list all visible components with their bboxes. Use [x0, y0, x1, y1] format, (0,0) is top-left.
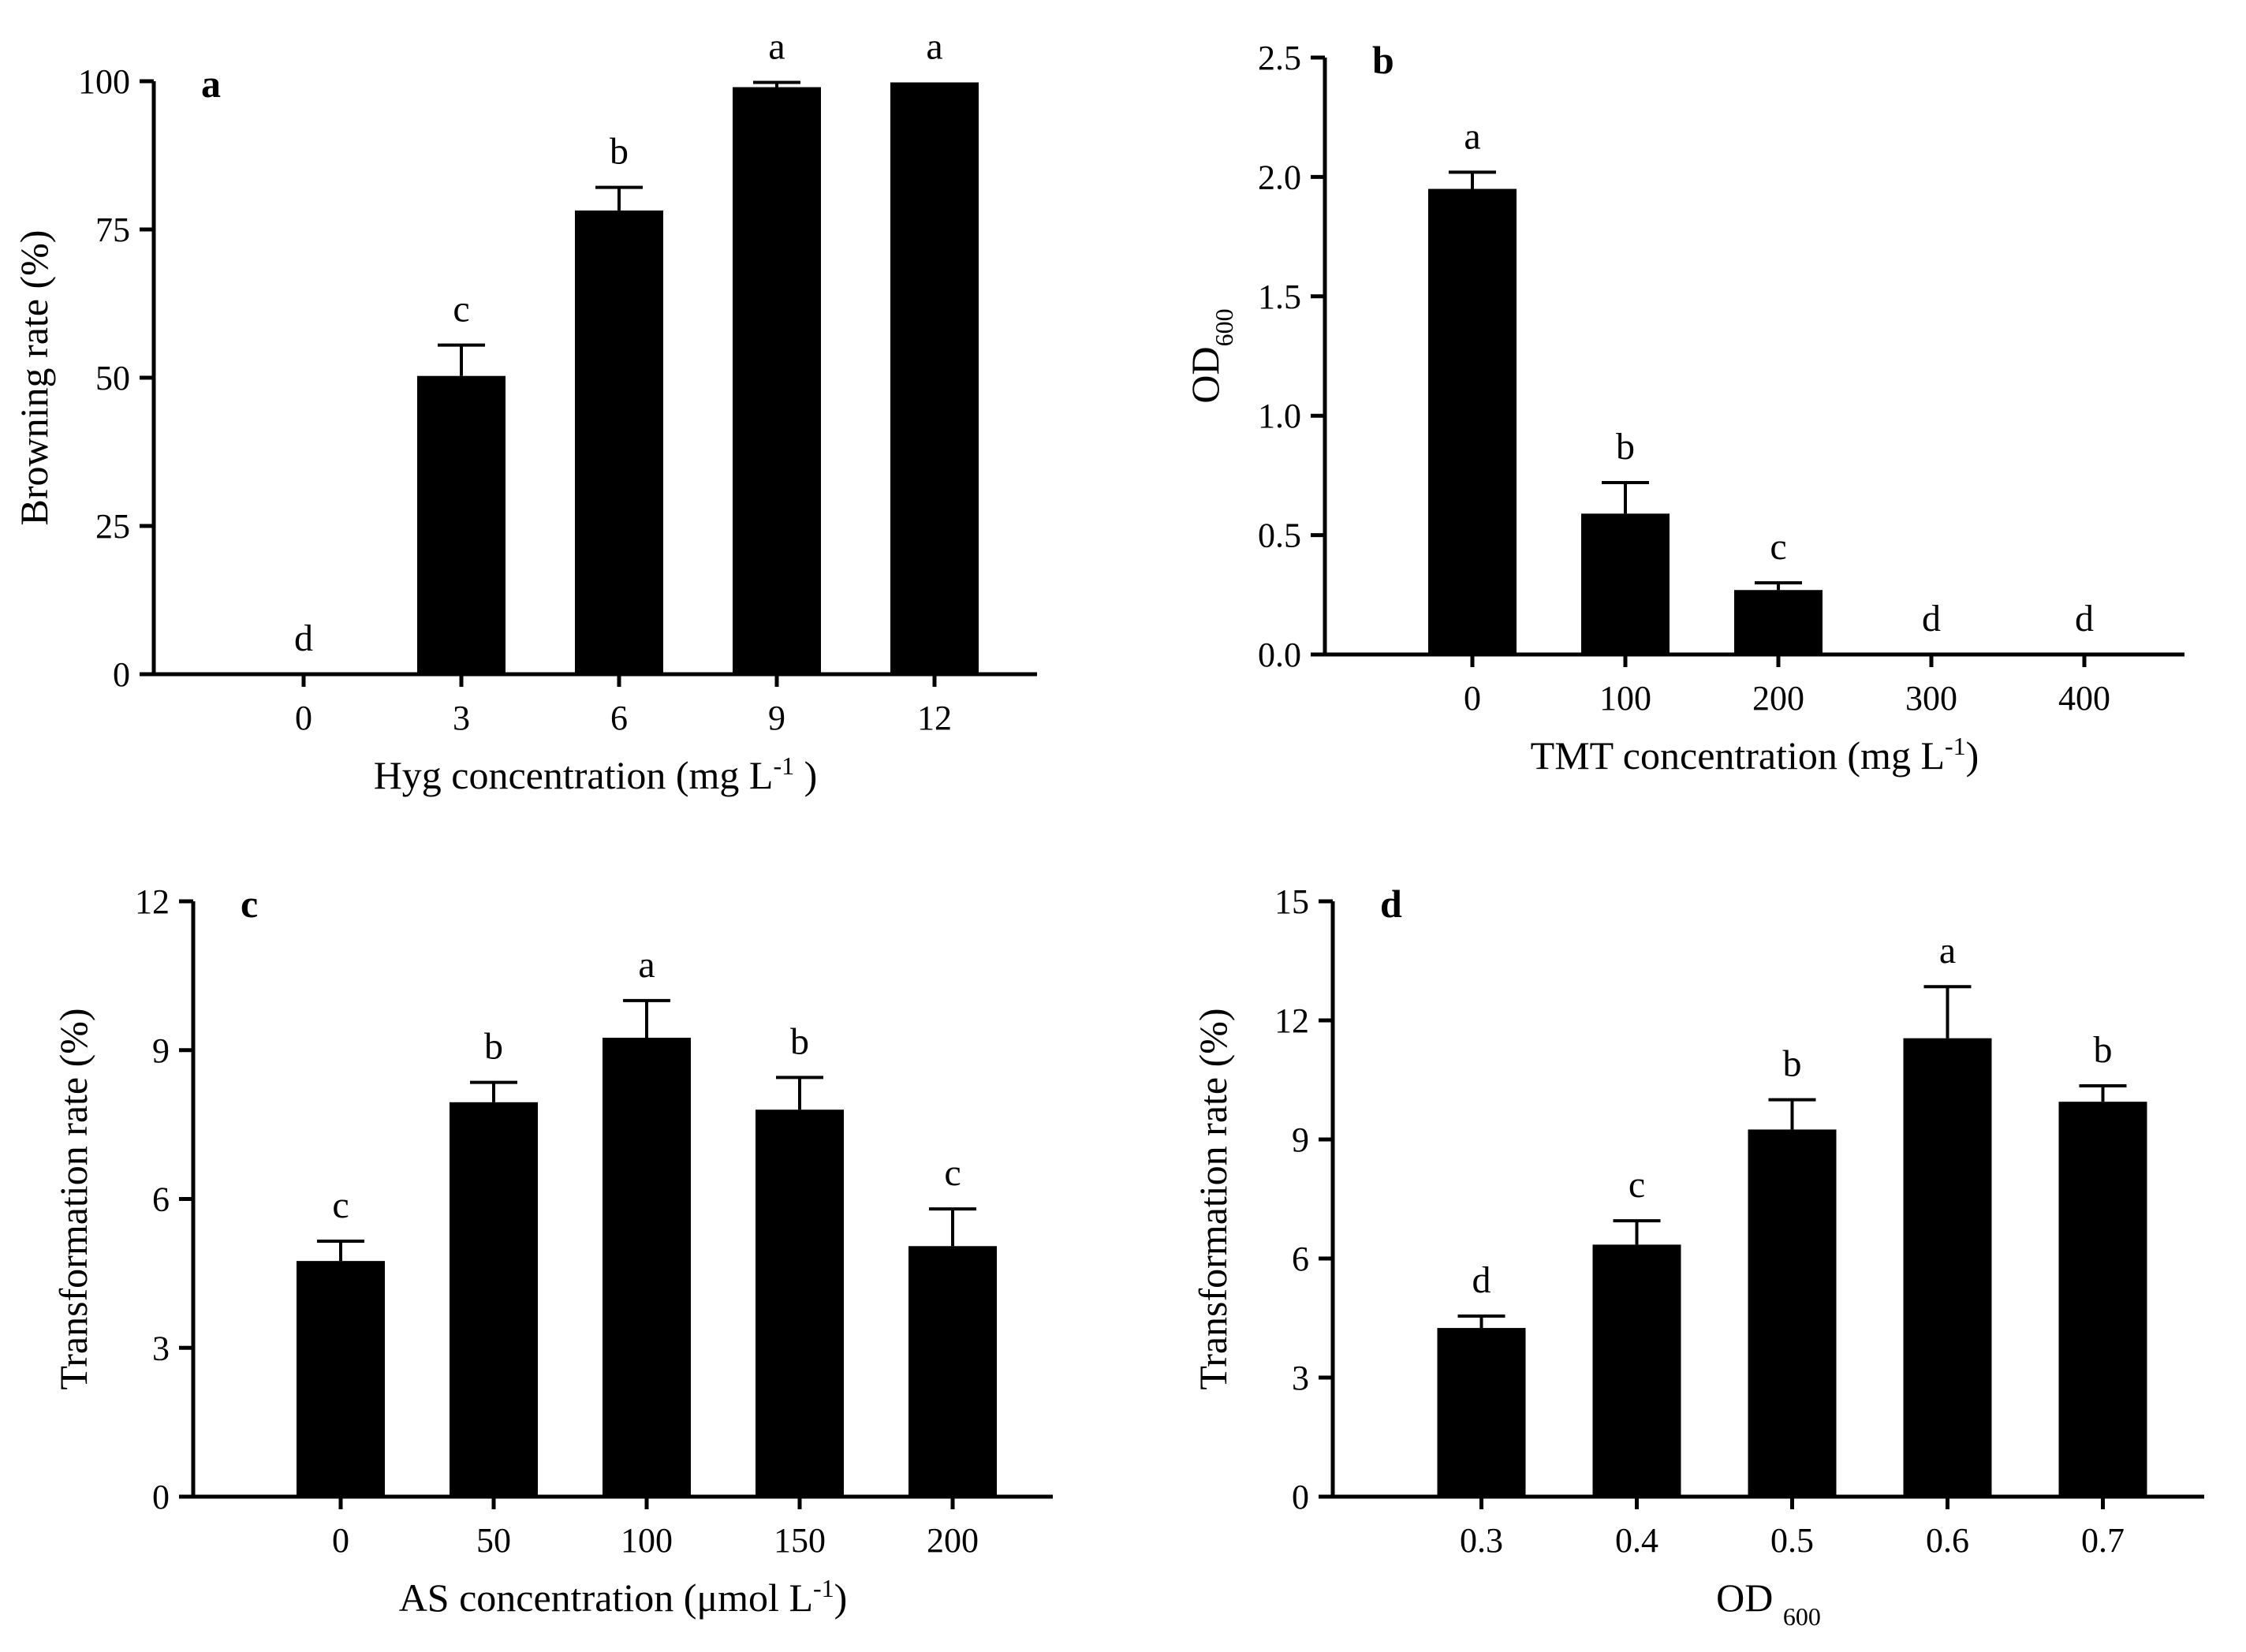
- x-tick-label: 100: [621, 1521, 673, 1560]
- bar: [733, 87, 821, 674]
- bar: [756, 1109, 844, 1497]
- y-tick-label: 3: [1292, 1359, 1309, 1397]
- bar: [908, 1246, 997, 1497]
- x-tick-label: 50: [476, 1521, 511, 1560]
- bar: [1437, 1328, 1526, 1497]
- panel-d: 0 3 6 9 12 15 d 0.3 c 0.4 b 0.5 a 0.6 b 0.7 d OD 600 Trans…: [1191, 882, 2204, 1631]
- y-tick-label: 0.5: [1258, 516, 1301, 555]
- y-axis-title: Transformation rate (%): [51, 1008, 95, 1389]
- bar: [1428, 188, 1517, 655]
- y-tick-label: 6: [1292, 1240, 1309, 1278]
- x-tick-label: 0.4: [1615, 1521, 1658, 1560]
- significance-letter: c: [1629, 1164, 1645, 1206]
- significance-letter: d: [2075, 598, 2094, 640]
- x-tick-label: 200: [927, 1521, 979, 1560]
- x-axis-title: Hyg concentration (mg L-1 ): [374, 751, 818, 797]
- significance-letter: c: [1770, 526, 1786, 568]
- bar: [297, 1261, 385, 1497]
- y-tick-label: 100: [78, 62, 130, 101]
- bar: [603, 1038, 691, 1497]
- significance-letter: a: [638, 944, 655, 986]
- significance-letter: a: [926, 26, 942, 68]
- significance-letter: a: [1464, 115, 1480, 157]
- x-axis-title: TMT concentration (mg L-1): [1531, 732, 1979, 778]
- x-tick-label: 0: [332, 1521, 349, 1560]
- x-tick-label: 400: [2058, 679, 2110, 718]
- y-tick-label: 0: [1292, 1478, 1309, 1516]
- x-tick-label: 0.6: [1926, 1521, 1969, 1560]
- x-tick-label: 0.5: [1770, 1521, 1814, 1560]
- significance-letter: b: [790, 1020, 809, 1062]
- x-tick-label: 100: [1599, 679, 1651, 718]
- y-tick-label: 0: [113, 655, 130, 694]
- significance-letter: c: [944, 1152, 961, 1194]
- y-tick-label: 9: [1292, 1121, 1309, 1159]
- significance-letter: a: [768, 26, 785, 68]
- bar: [1903, 1038, 1992, 1497]
- bar: [417, 375, 506, 674]
- panel-b: 0.0 0.5 1.0 1.5 2.0 2.5 a 0 b 100 c 200 d 300 d 400 b TMT…: [1183, 38, 2184, 778]
- y-tick-label: 12: [1274, 1001, 1309, 1040]
- significance-letter: b: [2094, 1029, 2113, 1071]
- x-tick-label: 0: [295, 699, 312, 737]
- y-tick-label: 3: [152, 1329, 170, 1367]
- x-tick-label: 12: [917, 699, 952, 737]
- significance-letter: b: [1783, 1043, 1802, 1085]
- significance-letter: c: [332, 1184, 349, 1226]
- y-tick-label: 6: [152, 1180, 170, 1219]
- x-tick-label: 150: [774, 1521, 826, 1560]
- y-tick-label: 15: [1274, 882, 1309, 921]
- y-tick-label: 1.5: [1258, 278, 1301, 316]
- y-tick-label: 2.5: [1258, 39, 1301, 77]
- x-tick-label: 200: [1752, 679, 1804, 718]
- y-axis-title: Transformation rate (%): [1191, 1008, 1235, 1389]
- y-tick-label: 75: [95, 211, 130, 249]
- x-tick-label: 6: [610, 699, 628, 737]
- x-tick-label: 0.7: [2081, 1521, 2125, 1560]
- significance-letter: d: [294, 617, 313, 659]
- bar: [890, 82, 979, 674]
- x-tick-label: 0: [1464, 679, 1481, 718]
- y-axis-title: Browning rate (%): [12, 230, 56, 526]
- bar: [450, 1102, 538, 1497]
- x-tick-label: 300: [1905, 679, 1957, 718]
- significance-letter: d: [1472, 1259, 1491, 1301]
- y-tick-label: 25: [95, 507, 130, 546]
- panel-label: a: [201, 62, 221, 106]
- y-axis-title: OD600: [1183, 308, 1238, 403]
- significance-letter: c: [453, 289, 469, 330]
- significance-letter: b: [1616, 426, 1635, 468]
- y-tick-label: 0.0: [1258, 636, 1301, 674]
- x-tick-label: 9: [768, 699, 785, 737]
- y-tick-label: 9: [152, 1031, 170, 1070]
- y-tick-label: 1.0: [1258, 397, 1301, 435]
- panel-label: d: [1380, 882, 1402, 926]
- x-tick-label: 3: [453, 699, 470, 737]
- y-tick-label: 50: [95, 359, 130, 397]
- x-tick-label: 0.3: [1460, 1521, 1503, 1560]
- panel-a: 0 25 50 75 100 d 0 c 3 b 6 a 9 a 12 a Hyg concentration …: [12, 26, 1037, 797]
- x-axis-title: OD 600: [1716, 1576, 1821, 1631]
- panel-label: c: [241, 882, 258, 926]
- bar: [575, 210, 663, 674]
- y-tick-label: 12: [135, 882, 170, 921]
- panel-c: 0 3 6 9 12 c 0 b 50 a 100 b 150 c 200 c AS concentration…: [51, 882, 1053, 1620]
- bar: [1748, 1129, 1837, 1497]
- y-tick-label: 0: [152, 1478, 170, 1516]
- significance-letter: a: [1939, 930, 1956, 971]
- bar: [1734, 590, 1823, 654]
- panel-label: b: [1372, 38, 1394, 82]
- bar: [1592, 1244, 1681, 1497]
- x-axis-title: AS concentration (μmol L-1): [399, 1574, 848, 1620]
- y-tick-label: 2.0: [1258, 158, 1301, 196]
- bar: [2058, 1102, 2147, 1497]
- significance-letter: d: [1922, 598, 1941, 640]
- significance-letter: b: [484, 1026, 503, 1068]
- bar: [1581, 513, 1670, 654]
- significance-letter: b: [610, 131, 629, 173]
